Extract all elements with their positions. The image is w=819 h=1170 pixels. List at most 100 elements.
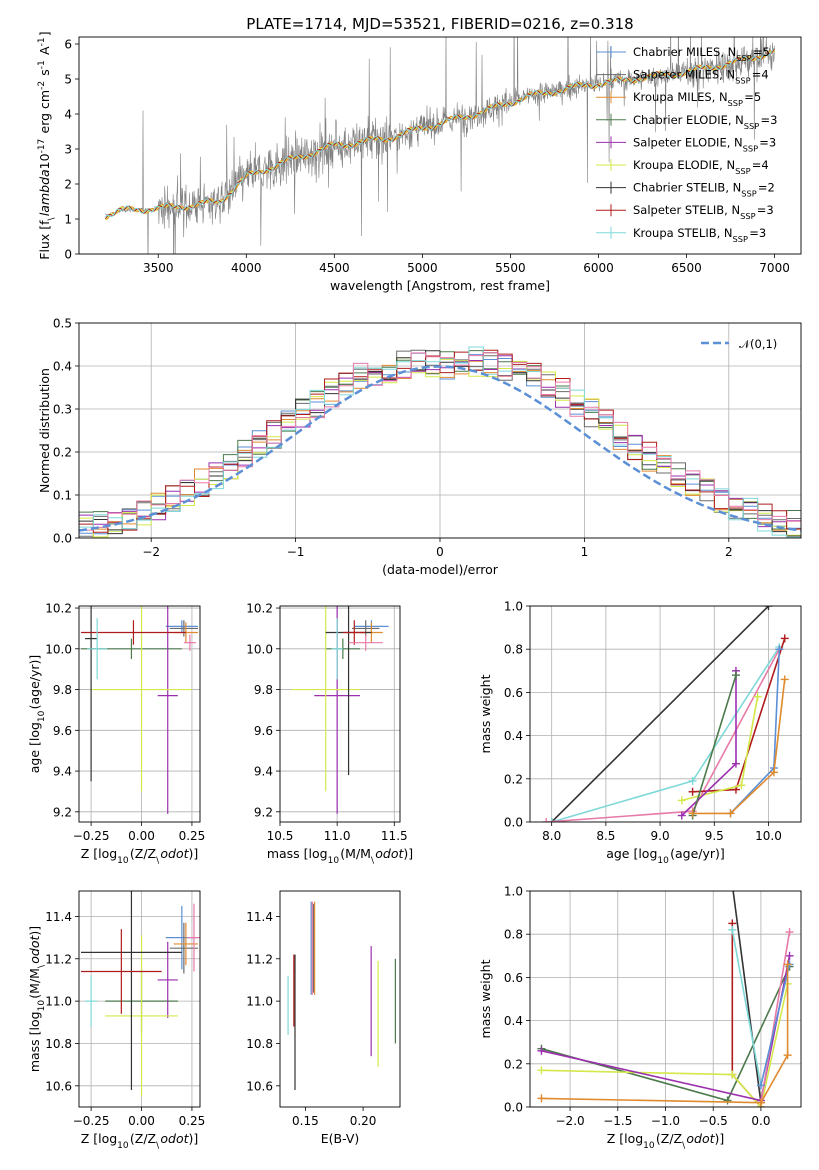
mass-weight-age-ylabel: mass weight [478,674,493,753]
axes-frame [529,605,802,823]
mass-EBV-plot-area [287,901,396,1091]
panel-mass-weight-age: 8.0 8.5 9.0 9.5 10.0 0.0 0.2 0.4 0.6 0.8 1.0 age [l… [478,600,802,866]
age-Z-plot-area [79,606,200,822]
residuals-ytick-label: 0.5 [53,317,72,331]
mass-EBV-ytick-label: 11.2 [246,952,273,966]
spectrum-ytick-label: 0 [64,248,72,262]
mass-EBV-xtick-label: 0.20 [350,1114,377,1128]
mass-weight-Z-xlabel: Z [log10 (Z/Z\ odot)] [607,1131,725,1151]
mass-Z-xtick-label: 0.00 [128,1114,155,1128]
legend-entry: Kroupa STELIB, NSSP =3 [633,226,766,244]
spectrum-plot-area [104,37,776,254]
spectrum-ylabel: Flux [f\ lambda10-17 erg cm-2 s-1 A-1 ] [37,31,57,259]
age-mass-xtick-label: 11.0 [324,829,351,843]
mass-weight-age-ytick-label: 0.8 [504,643,523,657]
residuals-xtick-label: −1 [287,545,305,559]
residuals-ylabel: Normed distribution [37,368,52,493]
mass-weight-Z-xtick-label: −2.0 [556,1114,585,1128]
spectrum-xtick-label: 7000 [759,261,790,275]
age-mass-plot-area [280,606,400,822]
age-mass-xtick-label: 10.5 [267,829,294,843]
legend-entry: Salpeter ELODIE, NSSP =3 [633,135,776,153]
residuals-xtick-label: 0 [436,545,444,559]
residuals-xlabel: (data-model)/error [382,562,499,577]
weight-line [692,679,786,815]
mass-EBV-xlabel: E(B-V) [321,1131,360,1146]
legend-entry: Salpeter STELIB, NSSP =3 [633,203,774,221]
panel-mass-weight-Z: −2.0 −1.5 −1.0 −0.5 0.0 0.0 0.2 0.4 0.6 0.8 1.0 Z [… [478,885,802,1151]
weight-line [760,964,791,1086]
mass-Z-plot-area [79,891,200,1107]
mass-weight-Z-ytick-label: 0.8 [504,928,523,942]
spectrum-xtick-label: 6500 [671,261,702,275]
age-mass-ytick-label: 10.0 [246,642,273,656]
age-mass-xtick-label: 11.5 [381,829,408,843]
gaussian-curve [79,365,801,532]
mass-Z-xtick-label: 0.25 [179,1114,206,1128]
axes-frame [279,605,401,823]
axes-frame [78,605,201,823]
weight-line [760,931,791,1103]
residuals-ytick-label: 0.0 [53,532,72,546]
mass-EBV-ytick-label: 10.8 [246,1037,273,1051]
age-mass-ytick-label: 9.4 [254,765,273,779]
age-mass-ytick-label: 9.2 [254,805,273,819]
panel-spectrum: 3500 4000 4500 5000 5500 6000 6500 7000 0 1 2 3 4 5 6 w… [37,31,802,293]
weight-line [551,606,770,822]
spectrum-xtick-label: 4500 [319,261,350,275]
figure-title: PLATE=1714, MJD=53521, FIBERID=0216, z=0… [246,15,633,33]
spectrum-ytick-label: 4 [64,108,72,122]
spectrum-ytick-label: 3 [64,143,72,157]
mass-Z-ytick-label: 10.6 [45,1079,72,1093]
residuals-ytick-label: 0.3 [53,403,72,417]
model-spectrum [105,47,775,218]
mass-weight-age-xtick-label: 8.0 [542,829,561,843]
mass-weight-age-xtick-label: 9.5 [705,829,724,843]
age-Z-ylabel: age [log10 (age/yr)] [27,655,47,774]
panel-mass-Z: −0.25 0.00 0.25 10.6 10.8 11.0 11.2 11.4 Z [log1… [27,890,206,1151]
legend-entry: Kroupa ELODIE, NSSP =4 [633,158,769,176]
residuals-ytick-label: 0.2 [53,446,72,460]
mass-EBV-ytick-label: 11.0 [246,995,273,1009]
legend-entry: Chabrier ELODIE, NSSP =3 [633,113,777,131]
axes-frame [78,890,201,1108]
mass-weight-age-xlabel: age [log10 (age/yr)] [606,846,725,866]
mass-weight-age-xtick-label: 10.0 [755,829,782,843]
mass-weight-age-ytick-label: 0.0 [504,816,523,830]
mass-weight-Z-xtick-label: −1.0 [651,1114,680,1128]
spectrum-ytick-label: 6 [64,38,72,52]
age-Z-xtick-label: −0.25 [73,829,110,843]
legend-entry: Chabrier STELIB, NSSP =2 [633,181,775,199]
panel-mass-EBV: 0.15 0.20 10.6 10.8 11.0 11.2 11.4 E(B-V) [246,890,401,1146]
residuals-xtick-label: 2 [725,545,733,559]
age-mass-ytick-label: 9.6 [254,724,273,738]
spectrum-ytick-label: 5 [64,73,72,87]
axes-frame [78,36,802,255]
legend-entry: Chabrier MILES, NSSP =5 [633,45,770,63]
legend-entry: Kroupa MILES, NSSP =5 [633,90,761,108]
mass-weight-Z-ylabel: mass weight [478,959,493,1038]
panel-age-Z: −0.25 0.00 0.25 9.2 9.4 9.6 9.8 10.0 10.2 Z [log1… [27,602,205,866]
weight-line [732,891,762,1103]
weight-line [541,964,789,1104]
residual-histogram [79,352,801,538]
spectrum-ytick-label: 2 [64,178,72,192]
mass-weight-Z-ytick-label: 0.4 [504,1014,523,1028]
legend-entry: 𝒩(0,1) [739,337,777,351]
age-Z-xlabel: Z [log10 (Z/Z\ odot)] [81,846,199,866]
mass-weight-age-ytick-label: 1.0 [504,600,523,614]
spectrum-xlabel: wavelength [Angstrom, rest frame] [330,278,550,293]
model-spectrum [104,48,776,220]
mass-weight-Z-xtick-label: −1.5 [603,1114,632,1128]
residuals-ytick-label: 0.1 [53,489,72,503]
model-spectrum [105,49,776,221]
age-Z-ytick-label: 9.8 [53,683,72,697]
spectrum-xtick-label: 4000 [231,261,262,275]
mass-weight-age-ytick-label: 0.4 [504,729,523,743]
spectrum-xtick-label: 3500 [143,261,174,275]
panel-age-mass: 10.5 11.0 11.5 9.2 9.4 9.6 9.8 10.0 10.2 mass [lo… [246,602,413,866]
axes-frame [279,890,401,1108]
mass-Z-xlabel: Z [log10 (Z/Z\ odot)] [81,1131,199,1151]
residuals-plot-area [79,323,801,538]
